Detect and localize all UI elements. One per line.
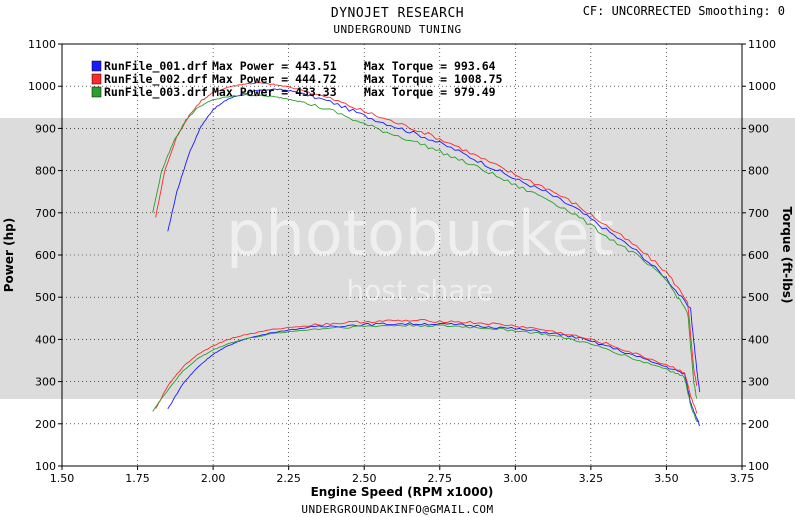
y-right-tick-label: 800 (748, 165, 769, 178)
legend-power-run1: Max Power = 443.51 (212, 59, 337, 73)
x-tick-label: 2.75 (428, 472, 453, 485)
x-tick-label: 3.75 (730, 472, 755, 485)
legend-power-run2: Max Power = 444.72 (212, 72, 337, 86)
y-axis-right-ticks: 100 200 300 400 500 600 700 800 900 1000 1100 (742, 38, 776, 473)
legend-torque-run1: Max Torque = 993.64 (364, 59, 496, 73)
y-right-tick-label: 900 (748, 122, 769, 135)
watermark-line-2: host.share (347, 274, 494, 307)
legend-swatch-run2 (91, 73, 102, 85)
y-right-tick-label: 400 (748, 333, 769, 346)
footer-email: UNDERGROUNDAKINFO@GMAIL.COM (301, 503, 494, 516)
y-left-tick-label: 600 (35, 249, 56, 262)
legend-torque-run3: Max Torque = 979.49 (364, 85, 496, 99)
chart-title: DYNOJET RESEARCH (330, 6, 465, 21)
series-run2-power (155, 319, 698, 414)
legend-file-run3: RunFile_003.drf (104, 85, 208, 100)
legend-power-run3: Max Power = 433.33 (212, 85, 337, 99)
y-right-tick-label: 300 (748, 376, 769, 389)
y-right-tick-label: 200 (748, 418, 769, 431)
y-left-tick-label: 100 (35, 460, 56, 473)
y-left-tick-label: 900 (35, 122, 56, 135)
series-run1-torque (167, 88, 701, 393)
series-lines (152, 82, 701, 427)
y-left-tick-label: 200 (35, 418, 56, 431)
y-left-tick-label: 700 (35, 207, 56, 220)
y-left-tick-label: 300 (35, 376, 56, 389)
series-run3-power (152, 323, 698, 422)
y-left-tick-label: 1000 (28, 80, 56, 93)
watermark-line-1: photobucket (226, 197, 614, 270)
legend-file-run1: RunFile_001.drf (104, 59, 208, 74)
x-tick-label: 2.25 (276, 472, 301, 485)
legend-torque-run2: Max Torque = 1008.75 (364, 72, 503, 86)
x-tick-label: 2.00 (201, 472, 226, 485)
y-right-tick-label: 600 (748, 249, 769, 262)
y-left-tick-label: 800 (35, 165, 56, 178)
y-axis-right-label: Torque (ft-lbs) (780, 207, 794, 304)
x-tick-label: 2.50 (352, 472, 377, 485)
y-left-tick-label: 400 (35, 333, 56, 346)
legend-file-run2: RunFile_002.drf (104, 72, 208, 87)
series-run3-torque (152, 94, 698, 399)
x-tick-label: 3.50 (654, 472, 679, 485)
legend: RunFile_001.drf Max Power = 443.51 Max T… (91, 59, 503, 100)
series-run2-torque (155, 82, 698, 386)
y-axis-left-ticks: 100 200 300 400 500 600 700 800 900 1000 1100 (28, 38, 62, 473)
x-axis-label: Engine Speed (RPM x1000) (311, 485, 494, 499)
y-right-tick-label: 1000 (748, 80, 776, 93)
y-right-tick-label: 700 (748, 207, 769, 220)
x-tick-label: 1.50 (50, 472, 75, 485)
series-run1-power (167, 322, 701, 427)
x-tick-label: 3.00 (503, 472, 528, 485)
x-tick-label: 3.25 (579, 472, 604, 485)
legend-swatch-run3 (91, 86, 102, 98)
x-tick-label: 1.75 (125, 472, 150, 485)
legend-swatch-run1 (91, 60, 102, 72)
y-right-tick-label: 500 (748, 291, 769, 304)
y-left-tick-label: 1100 (28, 38, 56, 51)
y-right-tick-label: 100 (748, 460, 769, 473)
y-left-tick-label: 500 (35, 291, 56, 304)
correction-info: CF: UNCORRECTED Smoothing: 0 (582, 4, 785, 18)
watermark: photobucket host.share (226, 197, 614, 307)
y-right-tick-label: 1100 (748, 38, 776, 51)
y-axis-left-label: Power (hp) (2, 218, 16, 292)
x-axis-ticks: 1.50 1.75 2.00 2.25 2.50 2.75 3.00 3.25 3.50 3.75 (50, 466, 755, 485)
chart-subtitle: UNDERGROUND TUNING (333, 23, 462, 36)
highlight-band (0, 118, 795, 399)
